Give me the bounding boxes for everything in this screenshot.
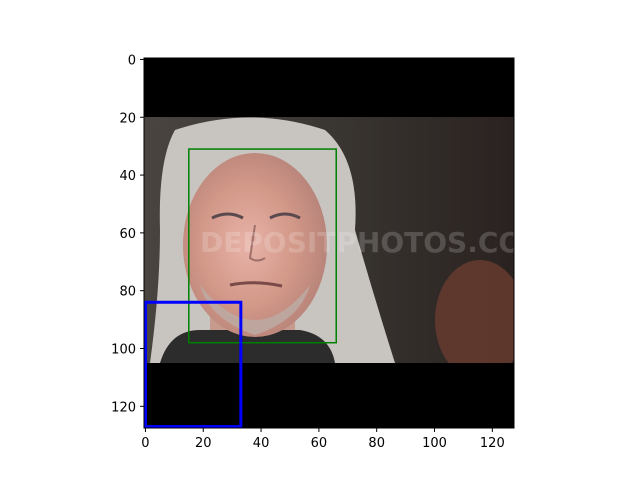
nose (248, 224, 266, 262)
x-tick-label: 100 (422, 436, 447, 451)
bounding-box-0 (188, 148, 337, 344)
x-tick-label: 120 (480, 436, 505, 451)
padding-top (144, 58, 514, 117)
y-tick-label: 0 (128, 53, 136, 68)
y-tick-label: 40 (119, 169, 136, 184)
y-tick-label: 100 (111, 343, 136, 358)
image-area: DEPOSITPHOTOS.COM (144, 58, 550, 428)
padding-bottom (144, 363, 514, 428)
x-tick-label: 80 (368, 436, 385, 451)
x-tick-label: 0 (141, 436, 149, 451)
y-tick-label: 120 (111, 400, 136, 415)
eye-left (211, 212, 244, 220)
shirt (160, 330, 335, 363)
bounding-box-1 (143, 300, 243, 429)
y-tick-label: 80 (119, 285, 136, 300)
mouth (229, 281, 283, 288)
y-tick-label: 60 (119, 227, 136, 242)
x-tick-label: 60 (311, 436, 328, 451)
beard (200, 285, 310, 335)
watermark: DEPOSITPHOTOS.COM (200, 226, 550, 259)
face (183, 153, 327, 337)
y-tick-label: 20 (119, 111, 136, 126)
axes-frame (143, 57, 515, 429)
x-tick-label: 40 (253, 436, 270, 451)
axis-ticks: 0 20 40 60 80 100 120 0 20 40 60 80 100 120 (111, 53, 505, 451)
blurred-person (435, 260, 514, 380)
x-tick-label: 20 (195, 436, 212, 451)
eye-right (269, 212, 301, 220)
bounding-boxes (143, 148, 337, 429)
